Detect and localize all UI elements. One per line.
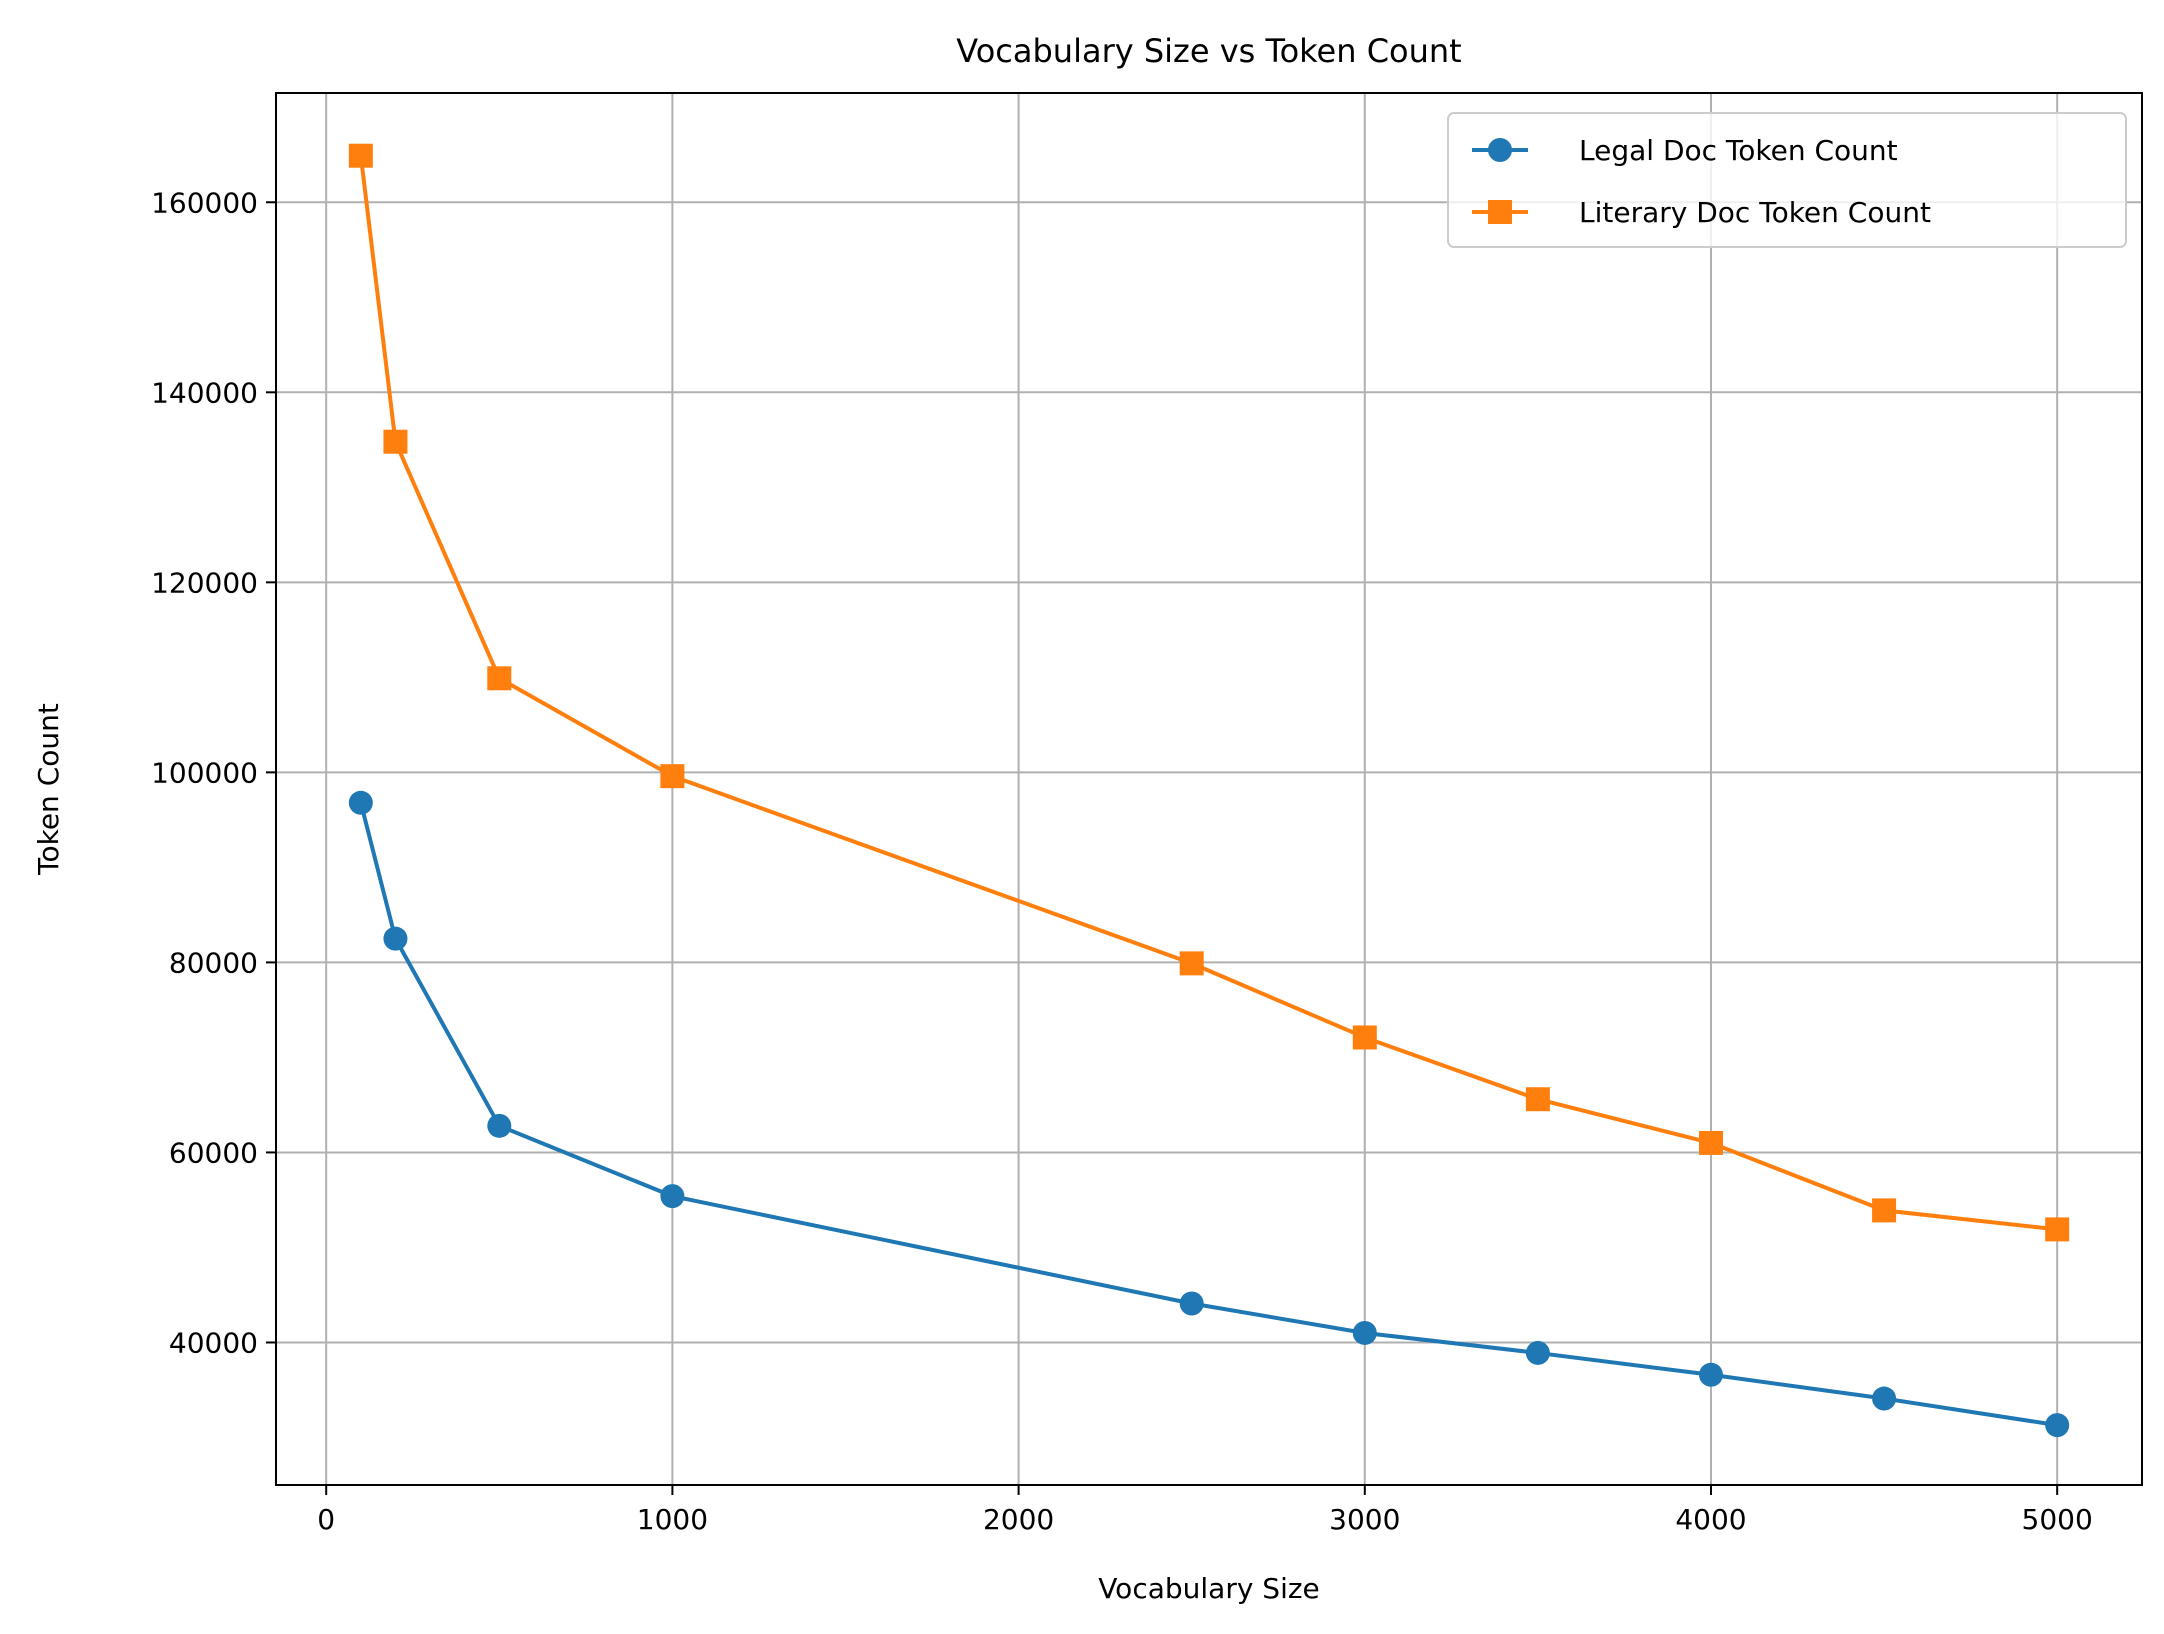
data-point	[348, 143, 373, 168]
y-tick-label: 100000	[151, 756, 258, 789]
y-tick-label: 80000	[169, 946, 258, 979]
x-tick-label: 5000	[2022, 1503, 2093, 1536]
data-point	[660, 1184, 685, 1209]
series-2	[348, 143, 2070, 1242]
data-point	[383, 429, 408, 454]
data-point	[383, 926, 408, 951]
series-1	[348, 790, 2070, 1438]
legend-label: Literary Doc Token Count	[1579, 196, 1931, 229]
data-point	[1352, 1320, 1377, 1345]
data-point	[2045, 1217, 2070, 1242]
y-tick-label: 60000	[169, 1136, 258, 1169]
x-tick-label: 1000	[637, 1503, 708, 1536]
series-line	[358, 155, 2058, 1232]
x-tick-label: 2000	[983, 1503, 1054, 1536]
data-point	[1698, 1362, 1723, 1387]
data-point	[2045, 1413, 2070, 1438]
legend: Legal Doc Token Count Literary Doc Token …	[1447, 112, 2127, 248]
series-layer	[348, 143, 2070, 1438]
data-point	[1872, 1386, 1897, 1411]
grid	[276, 93, 2142, 1485]
data-point	[1179, 951, 1204, 976]
data-point	[1525, 1087, 1550, 1112]
y-tick-label: 160000	[151, 186, 258, 219]
x-axis-label: Vocabulary Size	[1098, 1572, 1320, 1605]
legend-marker	[1488, 138, 1512, 162]
data-point	[1525, 1340, 1550, 1365]
series-line	[358, 802, 2058, 1428]
data-point	[1352, 1025, 1377, 1050]
chart-title: Vocabulary Size vs Token Count	[956, 32, 1461, 70]
legend-label: Legal Doc Token Count	[1579, 134, 1898, 167]
data-point	[1179, 1291, 1204, 1316]
legend-marker	[1488, 200, 1512, 224]
data-point	[660, 764, 685, 789]
data-point	[1698, 1130, 1723, 1155]
legend-box	[1447, 112, 2127, 248]
legend-entry: Legal Doc Token Count	[1472, 134, 1898, 167]
x-axis: 0 1000 2000 3000 4000 5000	[317, 1485, 2093, 1536]
plot-frame	[275, 92, 2143, 1486]
x-tick-label: 0	[317, 1503, 335, 1536]
y-axis-label: Token Count	[32, 703, 65, 876]
x-tick-label: 3000	[1329, 1503, 1400, 1536]
y-tick-label: 120000	[151, 566, 258, 599]
data-point	[487, 1113, 512, 1138]
y-tick-label: 140000	[151, 376, 258, 409]
data-point	[348, 790, 373, 815]
data-point	[487, 666, 512, 691]
data-point	[1872, 1198, 1897, 1223]
y-tick-label: 40000	[169, 1326, 258, 1359]
legend-entry: Literary Doc Token Count	[1472, 196, 1931, 229]
x-tick-label: 4000	[1675, 1503, 1746, 1536]
y-axis: 40000 60000 80000 100000 120000 140000 160000	[151, 186, 276, 1359]
